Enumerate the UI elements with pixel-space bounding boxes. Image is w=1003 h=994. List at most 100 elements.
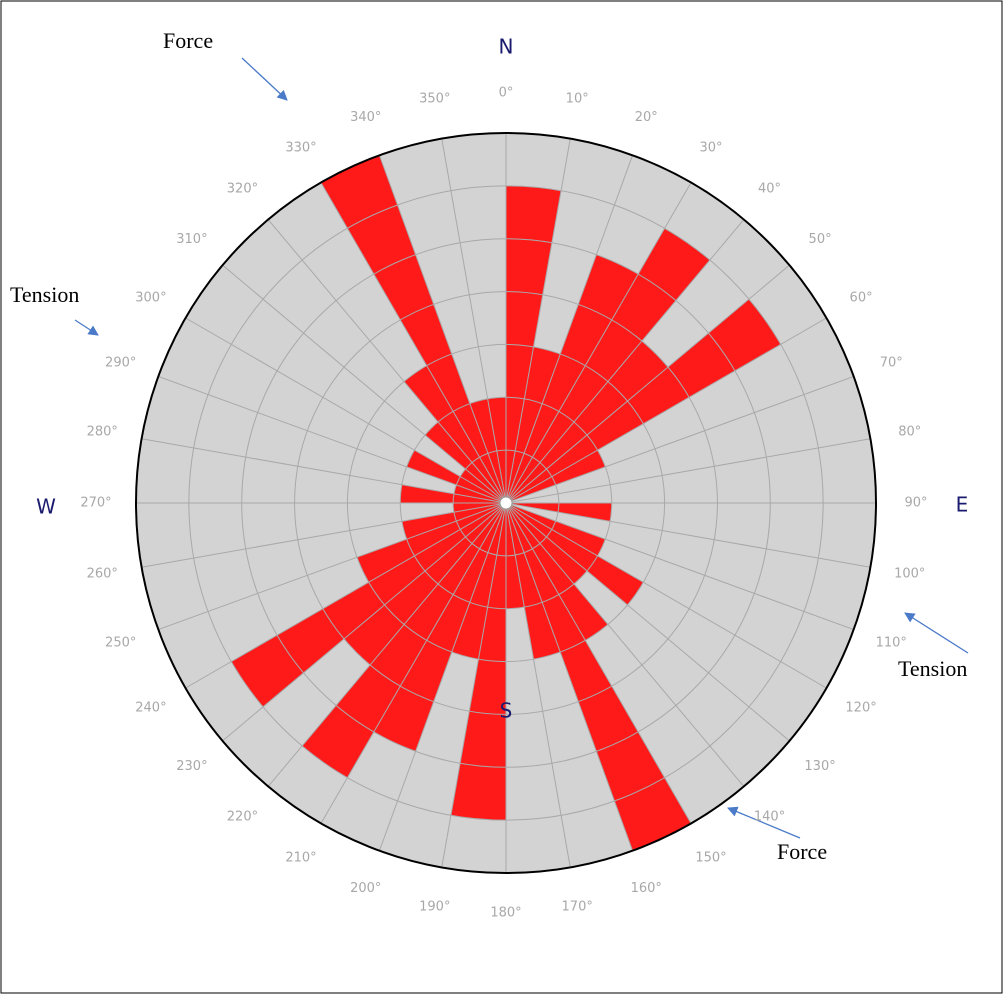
grid-spoke bbox=[141, 502, 507, 568]
angle-label: 30° bbox=[699, 140, 722, 155]
grid-spoke bbox=[505, 375, 854, 504]
bar bbox=[451, 503, 506, 660]
grid-spoke bbox=[505, 502, 854, 631]
bar bbox=[231, 503, 506, 707]
grid-spoke bbox=[267, 219, 507, 504]
angle-label: 210° bbox=[285, 851, 316, 866]
compass-w: W bbox=[36, 495, 56, 519]
angle-label: 150° bbox=[695, 851, 726, 866]
grid-spoke bbox=[505, 219, 745, 504]
grid-spoke bbox=[505, 502, 790, 742]
annotation: Force bbox=[777, 839, 827, 864]
bar bbox=[406, 450, 506, 503]
bar bbox=[425, 422, 506, 503]
grid-spoke bbox=[505, 438, 871, 504]
angle-label: 140° bbox=[754, 810, 785, 825]
angle-label: 190° bbox=[419, 899, 450, 914]
bar bbox=[460, 469, 506, 503]
grid-spoke bbox=[141, 438, 507, 504]
bar bbox=[506, 503, 561, 660]
angle-label: 110° bbox=[876, 636, 907, 651]
bar bbox=[356, 503, 506, 583]
bar bbox=[506, 503, 606, 556]
grid-spoke bbox=[441, 138, 507, 504]
angle-label: 230° bbox=[176, 759, 207, 774]
angle-label: 310° bbox=[176, 232, 207, 247]
bar bbox=[506, 450, 606, 503]
angle-label: 20° bbox=[635, 110, 658, 125]
arrow bbox=[904, 612, 969, 654]
plot bbox=[135, 132, 877, 874]
angle-label: 0° bbox=[499, 86, 514, 101]
compass-s: S bbox=[500, 699, 513, 723]
bar bbox=[344, 503, 506, 665]
bar bbox=[506, 503, 691, 851]
angle-label: 220° bbox=[227, 810, 258, 825]
arrow bbox=[74, 319, 99, 336]
angle-label: 280° bbox=[87, 424, 118, 439]
angle-label: 200° bbox=[350, 881, 381, 896]
grid-spoke bbox=[222, 502, 507, 742]
compass-e: E bbox=[956, 493, 969, 517]
grid-spoke bbox=[505, 502, 745, 787]
grid-spoke bbox=[158, 502, 507, 631]
grid-spoke bbox=[267, 502, 507, 787]
angle-label: 320° bbox=[227, 181, 258, 196]
bar bbox=[506, 503, 644, 605]
arrow bbox=[727, 806, 801, 839]
angle-label: 340° bbox=[350, 110, 381, 125]
bar bbox=[321, 155, 506, 504]
grid-spoke bbox=[378, 502, 507, 851]
angle-label: 180° bbox=[490, 906, 521, 921]
grid-spoke bbox=[441, 502, 507, 868]
angle-label: 90° bbox=[904, 496, 927, 511]
bar bbox=[404, 365, 506, 503]
angle-label: 130° bbox=[804, 759, 835, 774]
grid-spoke bbox=[505, 502, 692, 824]
grid-spoke bbox=[505, 502, 827, 689]
angle-label: 240° bbox=[135, 701, 166, 716]
angle-label: 100° bbox=[894, 567, 925, 582]
angle-label: 50° bbox=[809, 232, 832, 247]
grid-spoke bbox=[185, 317, 507, 504]
bar bbox=[302, 503, 506, 778]
angle-label: 300° bbox=[135, 291, 166, 306]
grid-spoke bbox=[505, 182, 692, 504]
angle-label: 120° bbox=[845, 701, 876, 716]
grid-spoke bbox=[378, 155, 507, 504]
bar bbox=[506, 341, 668, 503]
grid-spoke bbox=[505, 264, 790, 504]
compass-n: N bbox=[499, 35, 514, 59]
angle-label: 60° bbox=[850, 291, 873, 306]
outer-ring bbox=[135, 132, 877, 874]
angle-label: 270° bbox=[80, 496, 111, 511]
bar bbox=[506, 503, 587, 584]
angle-label: 260° bbox=[87, 567, 118, 582]
grid-spoke bbox=[505, 502, 634, 851]
arrow bbox=[241, 57, 288, 101]
grid-spoke bbox=[222, 264, 507, 504]
angle-label: 350° bbox=[419, 92, 450, 107]
angle-label: 250° bbox=[105, 636, 136, 651]
grid-spoke bbox=[505, 317, 827, 504]
angle-label: 170° bbox=[562, 899, 593, 914]
bar bbox=[506, 503, 608, 641]
angle-label: 160° bbox=[631, 881, 662, 896]
annotation: Force bbox=[163, 28, 213, 53]
bar bbox=[506, 228, 710, 503]
bar bbox=[506, 346, 561, 503]
grid-spoke bbox=[505, 502, 571, 868]
angle-label: 80° bbox=[898, 424, 921, 439]
grid-spoke bbox=[505, 502, 871, 568]
annotation: Tension bbox=[898, 656, 967, 681]
annotation: Tension bbox=[10, 282, 79, 307]
grid-spoke bbox=[505, 138, 571, 504]
center bbox=[499, 496, 513, 510]
angle-label: 290° bbox=[105, 355, 136, 370]
angle-label: 330° bbox=[285, 140, 316, 155]
angle-label: 70° bbox=[880, 355, 903, 370]
grid-spoke bbox=[185, 502, 507, 689]
angle-label: 40° bbox=[758, 181, 781, 196]
grid-spoke bbox=[158, 375, 507, 504]
